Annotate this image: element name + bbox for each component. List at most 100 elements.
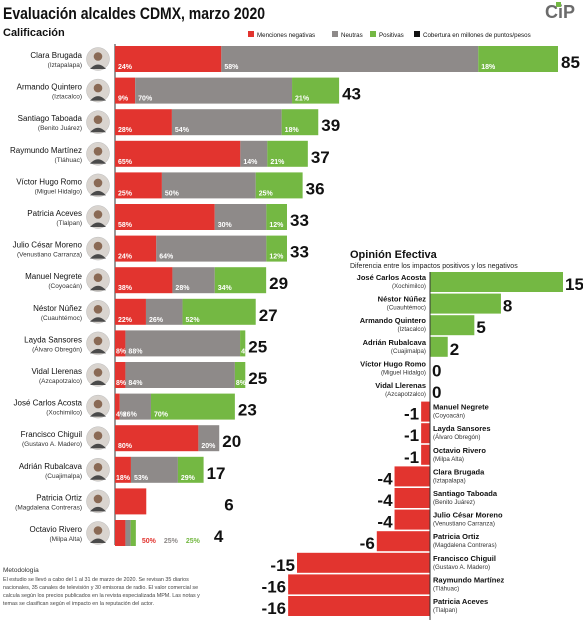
avatar-head — [93, 431, 103, 441]
score-value: 33 — [290, 243, 309, 262]
bar-segment — [115, 425, 199, 452]
avatar-head — [93, 241, 103, 251]
segment-label: 65% — [118, 159, 133, 166]
opinion-bar — [394, 466, 430, 487]
methodology: Metodología El estudio se llevó a cabo d… — [3, 567, 200, 607]
opinion-bar — [288, 574, 430, 595]
legend-swatch — [248, 31, 254, 37]
bar-segment — [125, 362, 235, 388]
segment-label: 25% — [186, 538, 201, 545]
bar-segment — [115, 204, 215, 230]
candidate-name: Néstor Núñez — [33, 304, 82, 313]
bar-segment — [266, 204, 287, 230]
candidate-name: Adrián Rubalcava — [19, 462, 83, 471]
bar-segment — [281, 109, 319, 136]
opinion-name: Julio César Moreno — [433, 511, 503, 520]
candidate-name: Vidal Llerenas — [31, 367, 82, 376]
opinion-name: Santiago Taboada — [433, 489, 498, 498]
avatar-head — [93, 494, 103, 504]
opinion-bar — [430, 293, 501, 314]
bar-segment — [145, 298, 183, 325]
bar-segment — [115, 456, 131, 483]
avatar — [86, 489, 110, 514]
score-value: 37 — [311, 148, 330, 167]
segment-label: 22% — [118, 317, 133, 324]
opinion-bar — [421, 401, 430, 422]
opinion-name: Raymundo Martínez — [433, 575, 505, 584]
avatar — [86, 268, 110, 292]
methodology-line: calcula según los precios publicados en … — [3, 593, 200, 599]
opinion-value: -1 — [404, 448, 419, 467]
score-value: 25 — [248, 337, 267, 356]
candidate-name: José Carlos Acosta — [14, 399, 83, 408]
score-value: 17 — [207, 464, 226, 483]
opinion-borough: (Benito Juárez) — [433, 499, 475, 506]
avatar-head — [93, 147, 103, 156]
candidate-borough: (Venustiano Carranza) — [17, 252, 82, 259]
bar-segment — [172, 267, 215, 294]
avatar — [86, 300, 110, 324]
candidate-name: Octavio Rivero — [30, 525, 83, 534]
opinion-name: José Carlos Acosta — [357, 273, 427, 282]
segment-label: 12% — [269, 254, 284, 261]
avatar-shoulders — [90, 285, 106, 291]
bar-segment — [234, 362, 246, 388]
opinion-name: Patricia Aceves — [433, 597, 488, 606]
segment-label: 18% — [481, 64, 496, 71]
opinion-name: Clara Brugada — [433, 467, 485, 476]
segment-label: 26% — [149, 317, 164, 324]
opinion-name: Armando Quintero — [360, 316, 427, 325]
bar-segment — [255, 172, 303, 199]
bar-segment — [115, 109, 172, 136]
opinion-name: Adrián Rubalcava — [363, 338, 427, 347]
score-value: 36 — [306, 179, 325, 198]
avatar-shoulders — [90, 412, 106, 417]
opinion-value: 0 — [432, 383, 441, 402]
methodology-line: temas se clasifican según el impacto en … — [3, 601, 154, 607]
bar-segment — [115, 140, 241, 167]
bar-segment — [135, 77, 293, 104]
segment-label: 70% — [138, 96, 153, 103]
avatar — [86, 458, 110, 482]
bar-segment — [115, 77, 136, 104]
opinion-borough: (Álvaro Obregón) — [433, 434, 480, 441]
avatar-head — [93, 336, 103, 346]
opinion-value: -4 — [377, 513, 393, 532]
score-value: 25 — [248, 369, 267, 388]
opinion-value: 0 — [432, 361, 441, 380]
bar-segment — [115, 46, 222, 72]
methodology-line: nacionales, 35 canales de televisión y 3… — [3, 585, 198, 591]
segment-label: 21% — [295, 96, 310, 103]
bar-segment — [161, 172, 256, 199]
opinion-value: -6 — [360, 534, 375, 553]
candidate-name: Víctor Hugo Romo — [16, 177, 82, 186]
opinion-bar — [430, 336, 448, 357]
score-value: 33 — [290, 211, 309, 230]
bar-segment — [221, 46, 479, 72]
calificacion-chart: Clara Brugada(Iztapalapa) 24% 58% 18% 85Arma… — [10, 46, 580, 546]
bar-segment — [115, 520, 126, 546]
segment-label: 24% — [118, 64, 133, 71]
candidate-borough: (Iztacalco) — [52, 94, 82, 101]
segment-label: 88% — [128, 348, 143, 355]
score-value: 43 — [342, 85, 361, 104]
segment-label: 64% — [159, 254, 174, 261]
avatar-head — [93, 273, 103, 283]
avatar-head — [93, 399, 103, 409]
segment-label: 58% — [118, 222, 133, 229]
opinion-borough: (Miguel Hidalgo) — [381, 369, 426, 376]
candidate-borough: (Magdalena Contreras) — [15, 504, 82, 511]
avatar — [86, 331, 110, 356]
segment-label: 8% — [116, 380, 127, 387]
avatar — [86, 173, 110, 198]
legend-swatch — [370, 31, 376, 37]
bar-segment — [115, 235, 157, 262]
opinion-value: 2 — [450, 340, 459, 359]
avatar — [86, 521, 110, 545]
bar-segment — [119, 393, 151, 420]
avatar-shoulders — [90, 506, 106, 512]
legend: Menciones negativas Neutras Positivas Cober… — [248, 31, 531, 39]
opinion-name: Manuel Negrete — [433, 403, 489, 412]
segment-label: 84% — [128, 380, 143, 387]
